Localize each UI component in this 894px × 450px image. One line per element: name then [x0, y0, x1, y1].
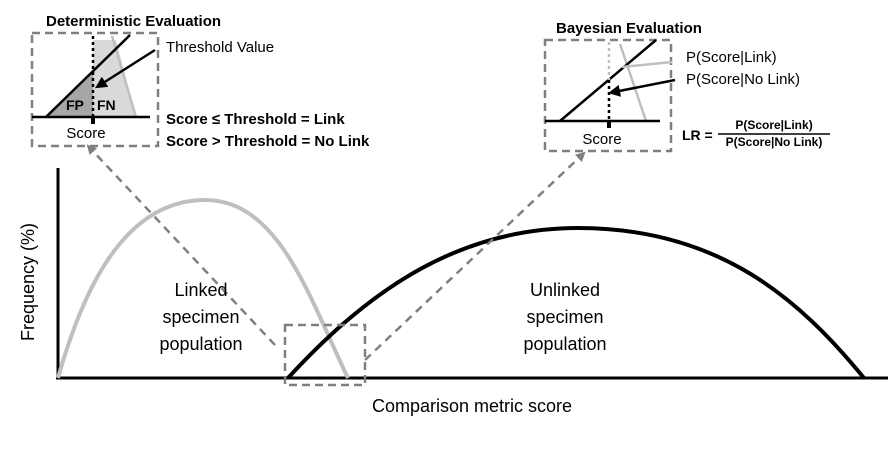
fn-label: FN — [97, 97, 116, 113]
bayesian-score-label: Score — [582, 131, 621, 148]
unlinked-population-label-line2: specimen — [526, 307, 603, 327]
threshold-value-label: Threshold Value — [166, 39, 274, 56]
lr-prefix: LR = — [682, 127, 713, 143]
deterministic-inset: Deterministic Evaluation FP FN Score Thr… — [30, 13, 370, 150]
linked-population-label-line3: population — [159, 334, 242, 354]
linked-population-label-line1: Linked — [174, 280, 227, 300]
deterministic-black-line — [45, 34, 131, 118]
bayesian-title: Bayesian Evaluation — [556, 20, 702, 37]
p-no-link-label: P(Score|No Link) — [686, 71, 800, 88]
bayesian-inset: Bayesian Evaluation Score P(Score|Link) … — [543, 20, 830, 153]
overlap-dashed-box — [283, 323, 367, 387]
deterministic-score-label: Score — [66, 125, 105, 142]
unlinked-population-curve — [286, 225, 866, 380]
p-no-link-pointer — [608, 78, 676, 97]
linked-population-label-line2: specimen — [162, 307, 239, 327]
rule-no-link: Score > Threshold = No Link — [166, 133, 370, 150]
deterministic-dashed-box — [30, 31, 160, 148]
threshold-pointer-arrow — [94, 48, 156, 89]
deterministic-title: Deterministic Evaluation — [46, 13, 221, 30]
connector-to-deterministic — [86, 144, 276, 346]
linked-population-curve — [56, 197, 350, 379]
lr-denominator: P(Score|No Link) — [726, 135, 823, 149]
p-link-label: P(Score|Link) — [686, 49, 777, 66]
lr-numerator: P(Score|Link) — [735, 118, 812, 132]
rule-link: Score ≤ Threshold = Link — [166, 111, 345, 128]
unlinked-population-label-line3: population — [523, 334, 606, 354]
fp-label: FP — [66, 97, 84, 113]
bayesian-gray-line — [618, 43, 648, 122]
connector-to-bayesian — [364, 151, 586, 361]
unlinked-population-label-line1: Unlinked — [530, 280, 600, 300]
y-axis-label: Frequency (%) — [18, 223, 38, 341]
x-axis-label: Comparison metric score — [372, 396, 572, 416]
p-link-pointer — [621, 60, 673, 69]
bayesian-dashed-box — [543, 38, 673, 153]
